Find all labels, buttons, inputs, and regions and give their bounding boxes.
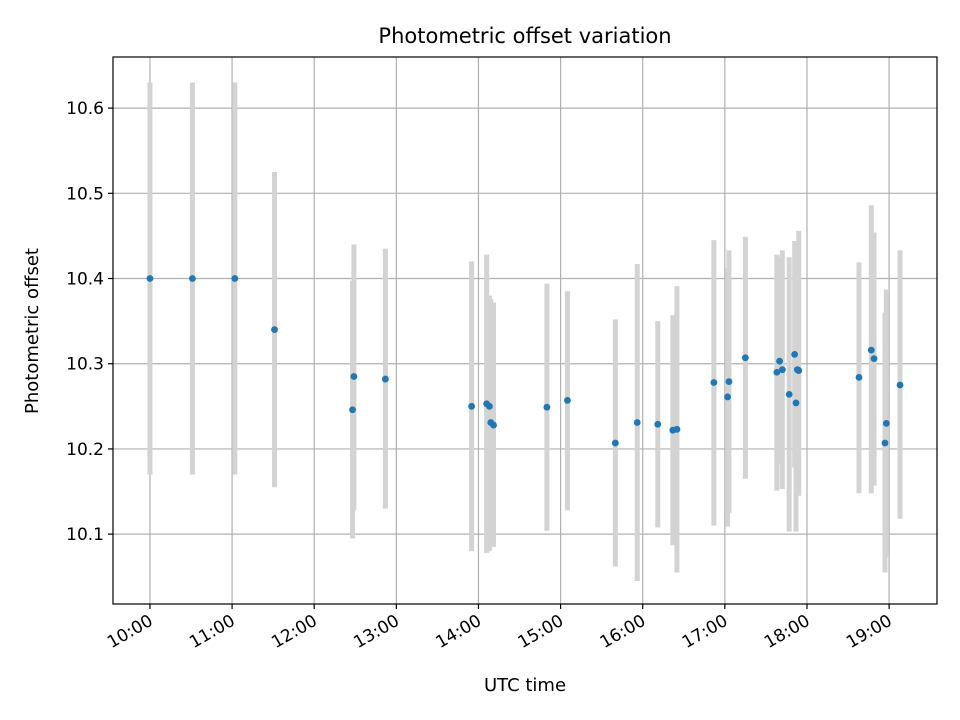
data-point — [785, 391, 793, 398]
y-tick-label: 10.5 — [66, 184, 104, 204]
data-point — [773, 368, 781, 376]
data-point — [654, 420, 662, 428]
y-tick-label: 10.6 — [66, 99, 104, 119]
data-point — [188, 275, 196, 282]
x-axis-title: UTC time — [484, 675, 566, 696]
data-point — [724, 393, 731, 401]
data-point — [468, 402, 476, 410]
data-point — [870, 355, 878, 363]
data-point — [490, 421, 497, 429]
grid — [113, 57, 937, 604]
data-point — [791, 350, 799, 358]
data-point — [349, 406, 356, 414]
data-point — [543, 403, 551, 411]
data-point — [741, 354, 749, 362]
data-point — [486, 402, 493, 410]
data-point — [564, 396, 571, 404]
y-axis-title: Photometric offset — [22, 248, 43, 414]
data-point — [855, 373, 863, 381]
data-points — [146, 275, 904, 447]
y-tick-label: 10.1 — [66, 525, 104, 545]
plot-frame — [112, 56, 938, 605]
data-point — [673, 425, 681, 433]
data-point — [271, 326, 278, 334]
data-point — [710, 379, 718, 386]
data-point — [776, 357, 783, 365]
data-point — [381, 375, 389, 383]
data-point — [350, 373, 358, 380]
data-point — [882, 419, 890, 427]
data-point — [633, 419, 641, 426]
data-point — [146, 275, 154, 282]
data-point — [778, 366, 786, 374]
data-point — [611, 439, 619, 447]
y-tick-label: 10.4 — [66, 270, 104, 290]
y-tick-label: 10.3 — [66, 355, 104, 375]
data-point — [725, 378, 733, 386]
chart-title: Photometric offset variation — [378, 24, 671, 48]
data-point — [795, 367, 803, 374]
y-axis-ticks: 10.1 10.2 10.3 10.4 10.5 10.6 — [66, 99, 113, 545]
y-tick-label: 10.2 — [66, 440, 104, 460]
data-point — [896, 381, 904, 389]
data-point — [867, 346, 875, 354]
data-point — [792, 399, 800, 407]
data-point — [881, 439, 889, 447]
data-point — [231, 275, 239, 282]
